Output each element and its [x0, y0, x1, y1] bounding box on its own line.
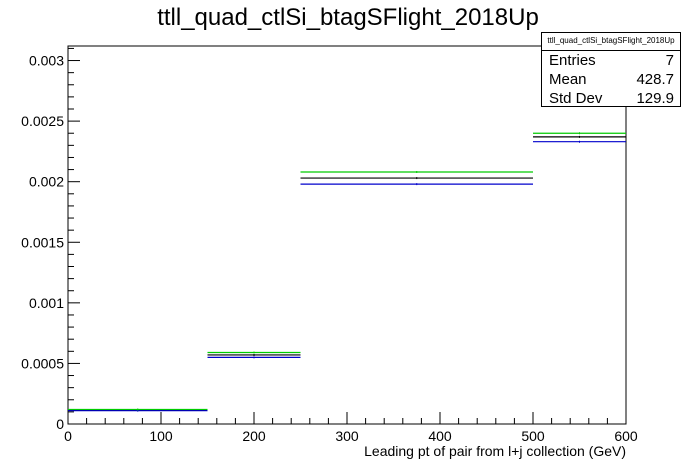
y-tick-label: 0.0005 — [21, 355, 64, 371]
stats-value: 129.9 — [636, 90, 674, 107]
stats-box: ttll_quad_ctlSi_btagSFlight_2018Up Entri… — [541, 32, 681, 107]
x-tick-label: 600 — [614, 428, 638, 444]
stats-value: 428.7 — [636, 71, 674, 88]
x-tick-label: 300 — [335, 428, 359, 444]
y-tick-label: 0 — [56, 416, 64, 432]
y-tick-label: 0.0025 — [21, 113, 64, 129]
stats-label: Mean — [549, 71, 587, 88]
stats-box-header: ttll_quad_ctlSi_btagSFlight_2018Up — [542, 33, 680, 51]
chart-title: ttll_quad_ctlSi_btagSFlight_2018Up — [157, 4, 539, 31]
y-tick-label: 0.003 — [29, 53, 64, 69]
stats-label: Std Dev — [549, 90, 603, 107]
y-tick-label: 0.0015 — [21, 234, 64, 250]
stats-row-stddev: Std Dev 129.9 — [542, 89, 680, 108]
x-tick-label: 400 — [428, 428, 452, 444]
x-tick-label: 100 — [149, 428, 173, 444]
stats-label: Entries — [549, 52, 596, 69]
stats-row-entries: Entries 7 — [542, 51, 680, 70]
stats-row-mean: Mean 428.7 — [542, 70, 680, 89]
y-tick-label: 0.002 — [29, 174, 64, 190]
x-axis-label: Leading pt of pair from l+j collection (… — [364, 443, 626, 459]
x-tick-label: 200 — [242, 428, 266, 444]
y-tick-label: 0.001 — [29, 295, 64, 311]
stats-value: 7 — [665, 52, 674, 69]
x-tick-label: 0 — [64, 428, 72, 444]
x-tick-label: 500 — [521, 428, 545, 444]
